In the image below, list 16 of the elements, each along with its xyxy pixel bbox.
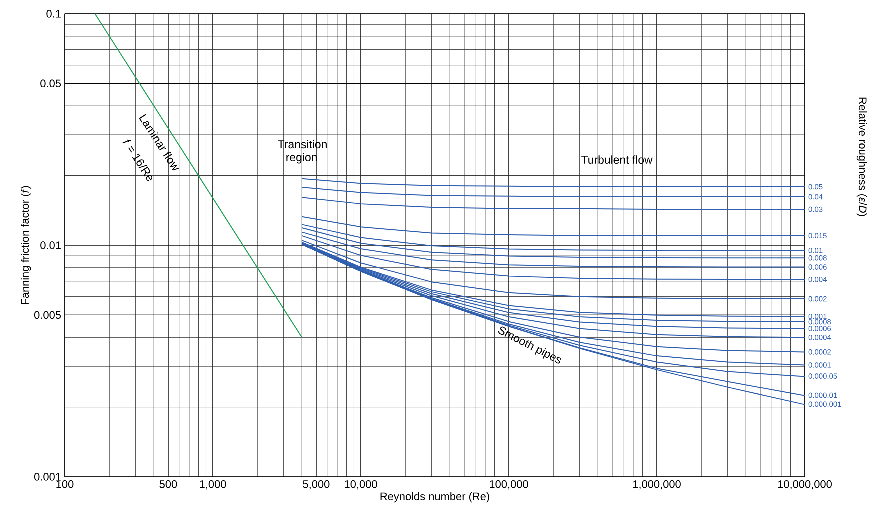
y-tick-label: 0.1	[46, 10, 61, 18]
legend-title: Relative roughness (ε/D)	[856, 98, 868, 216]
y-tick-label: 0.001	[34, 473, 61, 481]
x-axis-title: Reynolds number (Re)	[380, 492, 490, 503]
x-tick-label: 100	[56, 480, 74, 488]
y-tick-label: 0.05	[40, 80, 62, 88]
x-tick-label: 10,000,000	[778, 480, 832, 490]
y-axis-title: Fanning friction factor (f)	[21, 186, 32, 304]
x-tick-label: 500	[160, 480, 178, 488]
x-tick-label: 1,000,000	[633, 480, 681, 490]
x-tick-label: 10,000	[345, 480, 378, 490]
x-tick-label: 5,000	[303, 480, 330, 490]
y-tick-label: 0.01	[40, 242, 61, 250]
x-tick-label: 100,000	[490, 480, 528, 490]
y-tick-label: 0.005	[34, 311, 62, 320]
x-tick-label: 1,000	[200, 480, 226, 490]
